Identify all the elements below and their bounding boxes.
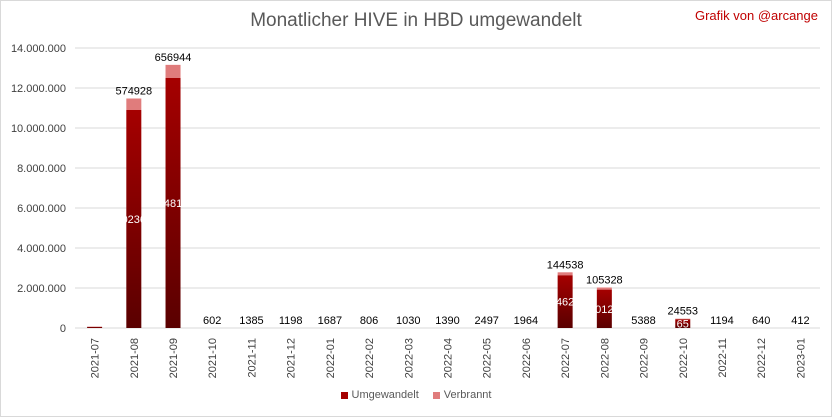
- data-label-burned: 1198: [279, 315, 303, 327]
- x-tick-label: 2022-12: [756, 338, 768, 378]
- data-label-burned: 656944: [155, 52, 192, 64]
- x-tick-label: 2022-01: [325, 338, 337, 378]
- data-label-burned: 1030: [396, 315, 420, 327]
- data-label-burned: 640: [752, 315, 770, 327]
- data-label-burned: 412: [791, 315, 809, 327]
- bar-burned: [165, 64, 181, 78]
- y-tick-label: 0: [60, 323, 66, 335]
- data-label-burned: 574928: [115, 86, 152, 98]
- data-label-burned: 1687: [318, 315, 342, 327]
- data-label-converted: 462: [556, 297, 574, 309]
- data-label-converted: 65: [677, 319, 689, 331]
- data-label-burned: 144538: [547, 259, 584, 271]
- y-tick-label: 14.000.000: [11, 43, 66, 55]
- y-tick-label: 12.000.000: [11, 83, 66, 95]
- x-tick-label: 2021-09: [168, 338, 180, 378]
- data-label-burned: 2497: [474, 315, 498, 327]
- x-tick-label: 2021-07: [90, 338, 102, 378]
- x-tick-label: 2022-09: [639, 338, 651, 378]
- x-tick-label: 2023-01: [795, 338, 807, 378]
- data-label-burned: 602: [203, 315, 221, 327]
- data-label-converted: 012: [595, 304, 613, 316]
- y-tick-label: 4.000.000: [17, 243, 66, 255]
- bar-converted: [87, 326, 103, 328]
- y-tick-label: 6.000.000: [17, 203, 66, 215]
- x-tick-label: 2021-12: [286, 338, 298, 378]
- x-tick-label: 2022-06: [521, 338, 533, 378]
- bar-burned: [596, 287, 612, 290]
- y-tick-label: 2.000.000: [17, 283, 66, 295]
- legend-item-converted: Umgewandelt: [340, 389, 419, 401]
- x-tick-label: 2022-08: [599, 338, 611, 378]
- credit-label: Grafik von @arcange: [694, 8, 818, 23]
- bar-converted: [126, 110, 142, 328]
- y-tick-label: 10.000.000: [11, 123, 66, 135]
- legend-swatch-converted: [340, 391, 348, 399]
- bar-converted: [165, 78, 181, 328]
- bar-converted: [557, 275, 573, 328]
- x-tick-label: 2021-11: [246, 338, 258, 378]
- legend: Umgewandelt Verbrannt: [0, 389, 832, 401]
- x-tick-label: 2022-07: [560, 338, 572, 378]
- data-label-burned: 1194: [710, 315, 734, 327]
- x-tick-label: 2022-04: [443, 338, 455, 378]
- data-label-burned: 1390: [435, 315, 459, 327]
- data-label-burned: 1385: [239, 315, 263, 327]
- legend-item-burned: Verbrannt: [432, 389, 492, 401]
- data-label-converted: 481: [164, 198, 182, 210]
- legend-swatch-burned: [432, 391, 440, 399]
- legend-label-burned: Verbrannt: [443, 389, 492, 401]
- x-tick-label: 2022-11: [717, 338, 729, 378]
- bar-burned: [557, 272, 573, 276]
- data-label-burned: 1964: [514, 315, 538, 327]
- data-label-burned: 24553: [667, 306, 698, 318]
- x-tick-label: 2022-03: [403, 338, 415, 378]
- x-tick-label: 2022-10: [678, 338, 690, 378]
- data-label-burned: 5388: [631, 315, 655, 327]
- x-tick-label: 2022-02: [364, 338, 376, 378]
- data-label-burned: 105328: [586, 274, 623, 286]
- bar-converted: [675, 319, 691, 328]
- data-label-burned: 806: [360, 315, 378, 327]
- x-tick-label: 2022-05: [482, 338, 494, 378]
- y-tick-label: 8.000.000: [17, 163, 66, 175]
- x-tick-label: 2021-08: [129, 338, 141, 378]
- bar-burned: [126, 98, 142, 110]
- bar-converted: [596, 289, 612, 328]
- data-label-converted: 0236: [122, 214, 146, 226]
- legend-label-converted: Umgewandelt: [351, 389, 419, 401]
- x-tick-label: 2021-10: [207, 338, 219, 378]
- chart-title: Monatlicher HIVE in HBD umgewandelt: [250, 10, 582, 31]
